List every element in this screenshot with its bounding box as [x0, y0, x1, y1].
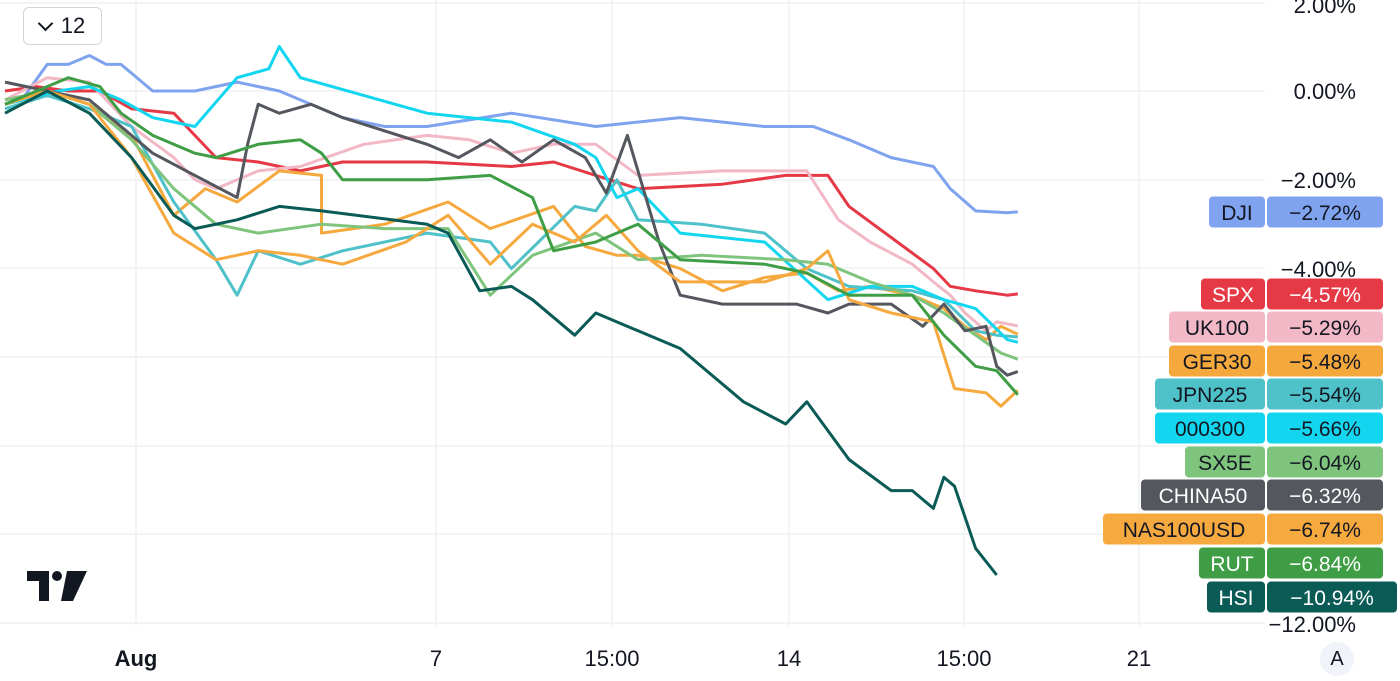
y-axis: 2.00% 0.00% −2.00% −4.00% −12.00%: [1269, 0, 1356, 637]
badge-rut: RUT −6.84%: [1199, 547, 1383, 579]
series-line-nas100usd: [4, 89, 1019, 408]
y-tick-label: 2.00%: [1294, 0, 1356, 18]
y-tick-label: −12.00%: [1269, 612, 1356, 637]
badge-value-bg: [1267, 345, 1383, 377]
x-axis: Aug 7 15:00 14 15:00 21: [115, 646, 1152, 671]
badge-spx: SPX −4.57%: [1201, 278, 1383, 310]
badge-name: RUT: [1210, 553, 1253, 576]
badge-name-bg: [1103, 513, 1265, 545]
badge-value-bg: [1267, 513, 1383, 545]
badge-value: −2.72%: [1289, 202, 1361, 225]
badge-name-bg: [1199, 547, 1265, 579]
badge-name-bg: [1185, 446, 1265, 478]
badge-name-bg: [1155, 378, 1265, 410]
series-line-sx5e: [4, 89, 1019, 361]
series-line-dji: [4, 54, 1018, 215]
x-tick-label: Aug: [115, 646, 158, 671]
series-line-ger30: [4, 89, 1019, 342]
badge-name: DJI: [1221, 202, 1253, 225]
badge-value: −10.94%: [1290, 587, 1374, 610]
y-tick-label: 0.00%: [1294, 79, 1356, 104]
x-tick-label: 14: [777, 646, 801, 671]
series-line-hsi: [4, 89, 998, 576]
badge-dji: DJI −2.72%: [1209, 196, 1383, 228]
badge-value: −5.66%: [1289, 418, 1361, 441]
badge-name-bg: [1169, 345, 1265, 377]
badge-value-bg: [1267, 311, 1383, 343]
badge-value-bg: [1267, 547, 1383, 579]
badge-value-bg: [1267, 446, 1383, 478]
badge-value: −6.04%: [1289, 452, 1361, 475]
badge-value: −5.54%: [1289, 384, 1361, 407]
badge-name-bg: [1155, 412, 1265, 444]
x-tick-label: 21: [1127, 646, 1151, 671]
series-line-jpn225: [4, 93, 1018, 339]
badge-nas100usd: NAS100USD −6.74%: [1103, 513, 1383, 545]
badge-value-bg: [1267, 412, 1383, 444]
badge-value-bg: [1267, 581, 1397, 613]
badge-name-bg: [1207, 581, 1265, 613]
grid-lines: [0, 0, 1265, 626]
badge-name: JPN225: [1173, 384, 1248, 407]
badge-value-bg: [1267, 378, 1383, 410]
badge-name-bg: [1209, 196, 1265, 228]
series-line-spx: [4, 85, 1018, 297]
interval-label: 12: [60, 13, 86, 38]
badge-value: −6.32%: [1289, 485, 1361, 508]
badge-000300: 000300 −5.66%: [1155, 412, 1383, 444]
badge-hsi: HSI −10.94%: [1207, 581, 1397, 613]
interval-button[interactable]: 12: [23, 7, 102, 45]
badge-name: HSI: [1218, 587, 1253, 610]
series-line-china50: [4, 80, 1019, 377]
badge-name: GER30: [1183, 351, 1252, 374]
series-value-badges: DJI −2.72% SPX −4.57% UK100 −5.29% GER30 −5.48%…: [1103, 196, 1397, 613]
auto-scale-button[interactable]: A: [1320, 642, 1354, 676]
series-lines: [4, 45, 1019, 576]
x-tick-label: 15:00: [936, 646, 991, 671]
x-tick-label: 7: [430, 646, 442, 671]
badge-name-bg: [1169, 311, 1265, 343]
badge-value: −5.29%: [1289, 317, 1361, 340]
badge-value-bg: [1267, 278, 1383, 310]
badge-uk100: UK100 −5.29%: [1169, 311, 1383, 343]
badge-value: −4.57%: [1289, 284, 1361, 307]
badge-name: CHINA50: [1159, 485, 1248, 508]
badge-name: 000300: [1175, 418, 1245, 441]
series-line-000300: [4, 45, 1019, 344]
badge-name-bg: [1141, 479, 1265, 511]
badge-name: SX5E: [1198, 452, 1252, 475]
tradingview-logo-icon: [27, 571, 87, 606]
badge-china50: CHINA50 −6.32%: [1141, 479, 1383, 511]
badge-value-bg: [1267, 479, 1383, 511]
y-tick-label: −2.00%: [1281, 168, 1356, 193]
badge-value: −5.48%: [1289, 351, 1361, 374]
badge-jpn225: JPN225 −5.54%: [1155, 378, 1383, 410]
badge-name: SPX: [1212, 284, 1254, 307]
badge-sx5e: SX5E −6.04%: [1185, 446, 1383, 478]
badge-value-bg: [1267, 196, 1383, 228]
x-tick-label: 15:00: [584, 646, 639, 671]
chevron-down-icon: [37, 15, 54, 31]
badge-value: −6.74%: [1289, 519, 1361, 542]
y-tick-label: −4.00%: [1281, 257, 1356, 282]
series-line-rut: [4, 76, 1019, 396]
series-line-uk100: [4, 76, 1019, 333]
badge-name: UK100: [1185, 317, 1249, 340]
badge-ger30: GER30 −5.48%: [1169, 345, 1383, 377]
badge-name-bg: [1201, 278, 1265, 310]
badge-value: −6.84%: [1289, 553, 1361, 576]
badge-name: NAS100USD: [1123, 519, 1246, 542]
